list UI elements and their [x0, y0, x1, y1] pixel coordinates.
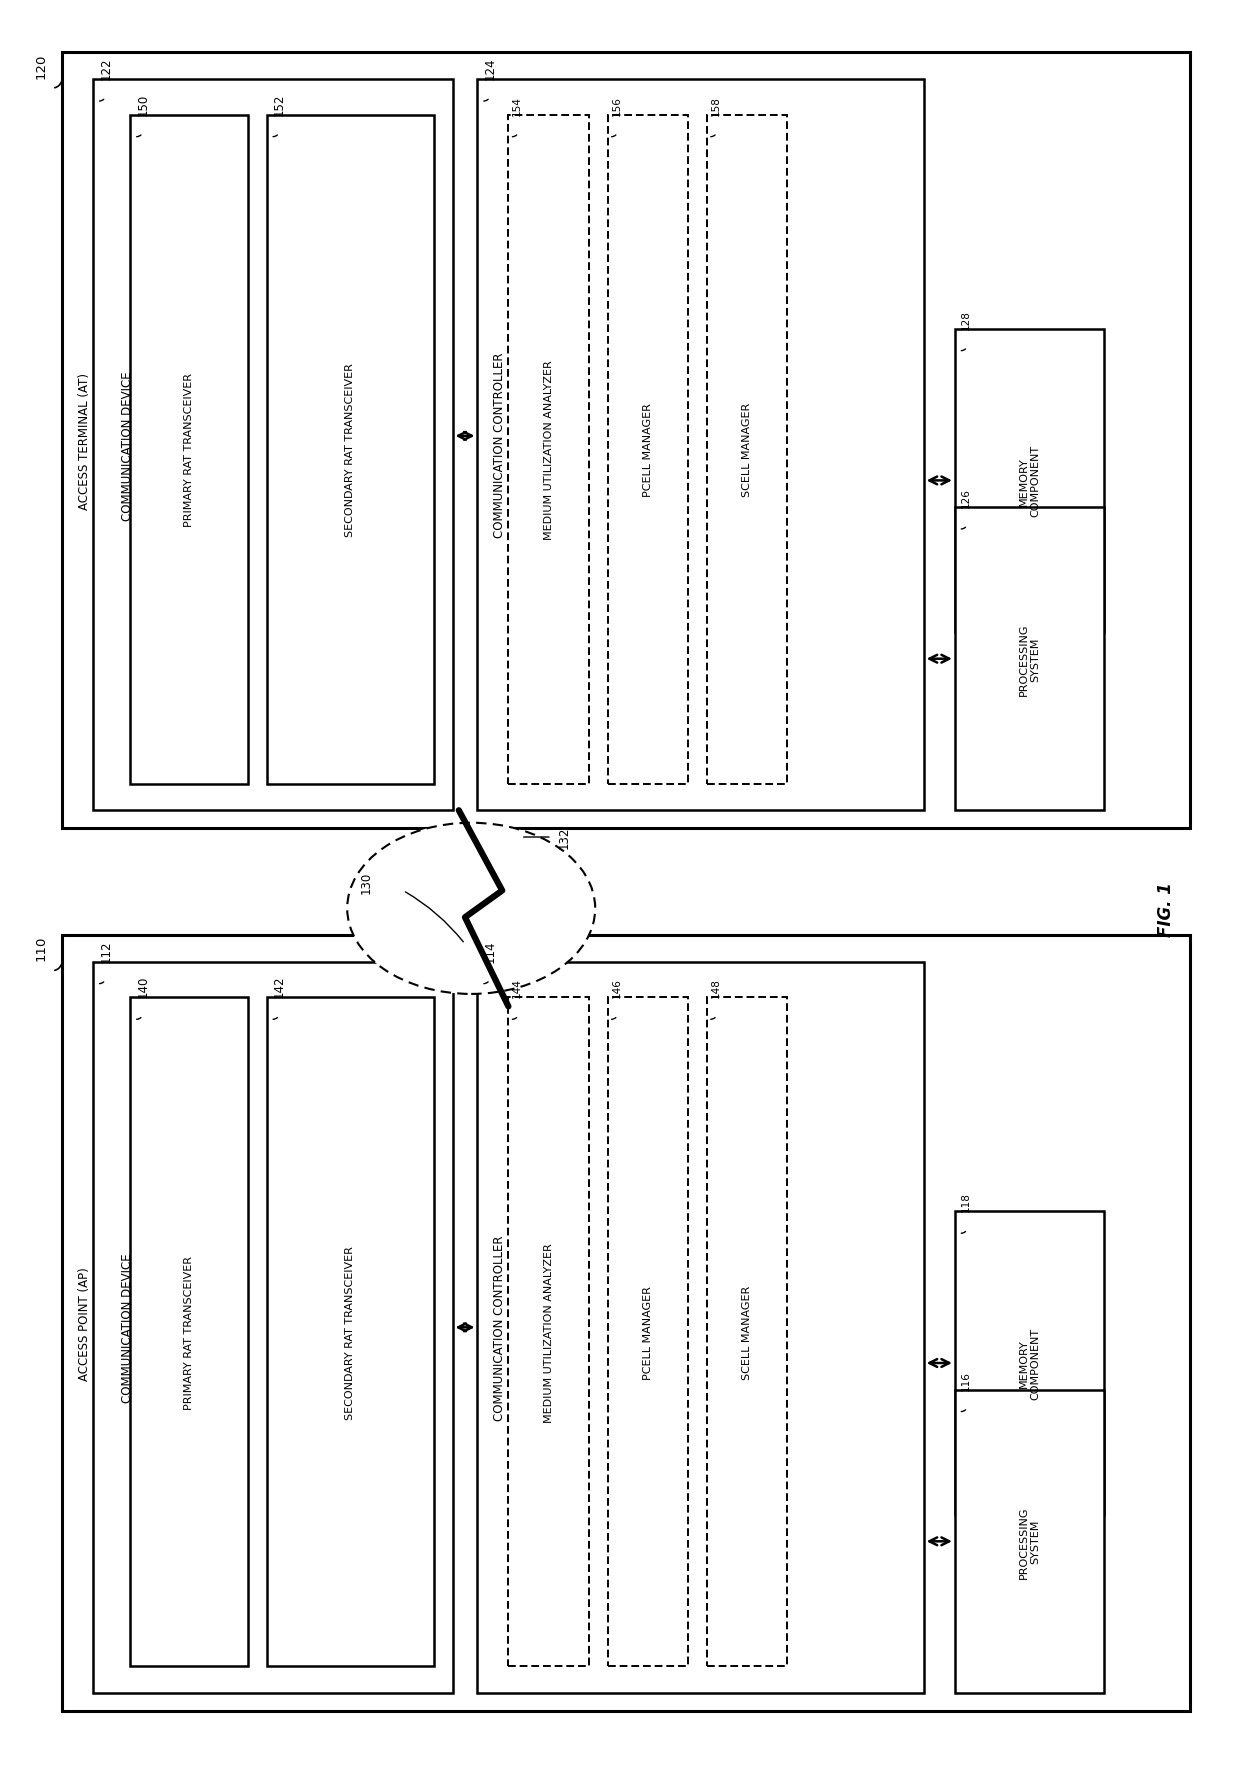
Bar: [955, 508, 1104, 811]
Bar: [608, 998, 688, 1666]
Bar: [955, 1212, 1104, 1515]
Bar: [477, 962, 924, 1693]
Bar: [130, 998, 248, 1666]
Text: COMMUNICATION CONTROLLER: COMMUNICATION CONTROLLER: [494, 1235, 506, 1420]
Bar: [62, 53, 1190, 829]
Text: 114: 114: [484, 939, 496, 962]
Text: 158: 158: [711, 96, 720, 116]
Bar: [707, 998, 787, 1666]
Bar: [93, 80, 453, 811]
Bar: [130, 116, 248, 784]
Text: ACCESS POINT (AP): ACCESS POINT (AP): [78, 1267, 91, 1379]
Text: MEMORY
COMPONENT: MEMORY COMPONENT: [1018, 446, 1040, 517]
Text: SCELL MANAGER: SCELL MANAGER: [742, 1285, 753, 1379]
Text: SECONDARY RAT TRANSCEIVER: SECONDARY RAT TRANSCEIVER: [345, 1246, 356, 1418]
Text: 154: 154: [512, 96, 522, 116]
Text: COMMUNICATION DEVICE: COMMUNICATION DEVICE: [122, 1253, 134, 1402]
Bar: [93, 962, 453, 1693]
Bar: [508, 998, 589, 1666]
Bar: [267, 998, 434, 1666]
Text: SCELL MANAGER: SCELL MANAGER: [742, 403, 753, 497]
Bar: [955, 1390, 1104, 1693]
Bar: [608, 116, 688, 784]
Text: COMMUNICATION CONTROLLER: COMMUNICATION CONTROLLER: [494, 353, 506, 538]
Bar: [267, 116, 434, 784]
Text: FIG. 1: FIG. 1: [1157, 882, 1174, 936]
Text: 144: 144: [512, 978, 522, 998]
Text: 112: 112: [99, 939, 112, 962]
Text: PRIMARY RAT TRANSCEIVER: PRIMARY RAT TRANSCEIVER: [184, 1255, 195, 1410]
Text: 132: 132: [558, 827, 570, 848]
Text: 150: 150: [136, 94, 149, 116]
Text: PRIMARY RAT TRANSCEIVER: PRIMARY RAT TRANSCEIVER: [184, 372, 195, 527]
Text: MEMORY
COMPONENT: MEMORY COMPONENT: [1018, 1328, 1040, 1399]
Text: 130: 130: [360, 871, 372, 893]
Text: MEDIUM UTILIZATION ANALYZER: MEDIUM UTILIZATION ANALYZER: [543, 1242, 554, 1422]
Text: 120: 120: [35, 53, 47, 78]
Text: 116: 116: [961, 1370, 971, 1390]
Text: 118: 118: [961, 1192, 971, 1212]
Text: 152: 152: [273, 93, 285, 116]
Text: 122: 122: [99, 57, 112, 80]
Text: 148: 148: [711, 978, 720, 998]
Bar: [62, 936, 1190, 1711]
Text: 128: 128: [961, 310, 971, 330]
Text: 156: 156: [611, 96, 621, 116]
Text: PCELL MANAGER: PCELL MANAGER: [642, 403, 653, 497]
Text: MEDIUM UTILIZATION ANALYZER: MEDIUM UTILIZATION ANALYZER: [543, 360, 554, 540]
Bar: [508, 116, 589, 784]
Text: PROCESSING
SYSTEM: PROCESSING SYSTEM: [1018, 1506, 1040, 1577]
Text: PROCESSING
SYSTEM: PROCESSING SYSTEM: [1018, 624, 1040, 695]
Text: 140: 140: [136, 975, 149, 998]
Bar: [707, 116, 787, 784]
Text: COMMUNICATION DEVICE: COMMUNICATION DEVICE: [122, 371, 134, 520]
Bar: [955, 330, 1104, 633]
Text: PCELL MANAGER: PCELL MANAGER: [642, 1285, 653, 1379]
Text: 110: 110: [35, 936, 47, 960]
Bar: [477, 80, 924, 811]
Text: SECONDARY RAT TRANSCEIVER: SECONDARY RAT TRANSCEIVER: [345, 364, 356, 536]
Text: ACCESS TERMINAL (AT): ACCESS TERMINAL (AT): [78, 372, 91, 510]
Text: 126: 126: [961, 488, 971, 508]
Ellipse shape: [347, 823, 595, 994]
Text: 146: 146: [611, 978, 621, 998]
Text: 124: 124: [484, 57, 496, 80]
Text: 142: 142: [273, 975, 285, 998]
